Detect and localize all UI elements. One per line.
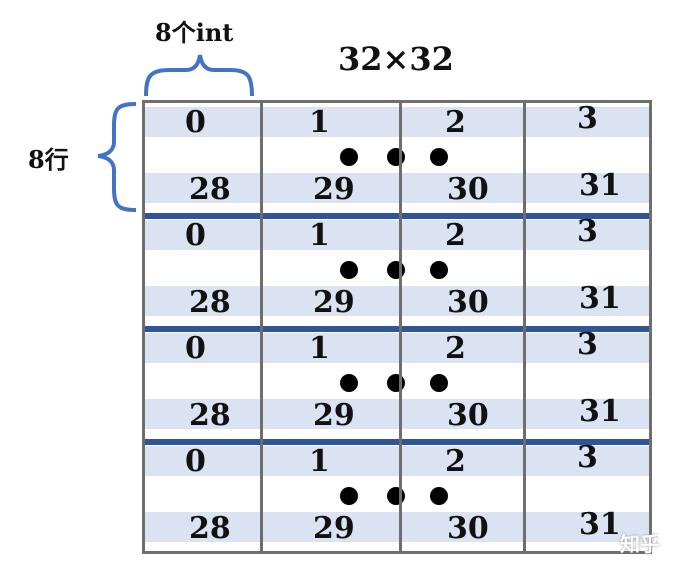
ellipsis-dot-icon: [430, 148, 448, 166]
cell-index: 28: [189, 172, 231, 207]
cell-index: 1: [309, 331, 330, 366]
cell-index: 2: [445, 218, 466, 253]
cell-index: 3: [577, 440, 598, 475]
row-brace-icon: [97, 102, 137, 212]
ellipsis-dot-icon: [340, 487, 358, 505]
cell-index: 0: [185, 105, 206, 140]
cell-index: 1: [309, 105, 330, 140]
cell-index: 3: [577, 214, 598, 249]
ellipsis-dot-icon: [430, 374, 448, 392]
cell-index: 0: [185, 331, 206, 366]
first-row-stripe: [145, 333, 649, 363]
cell-index: 31: [579, 281, 621, 316]
column-divider: [399, 103, 402, 551]
cell-index: 3: [577, 101, 598, 136]
ellipsis-dot-icon: [340, 261, 358, 279]
first-row-stripe: [145, 446, 649, 476]
cell-index: 28: [189, 511, 231, 546]
ellipsis-dot-icon: [387, 261, 405, 279]
cell-index: 31: [579, 168, 621, 203]
cell-index: 0: [185, 218, 206, 253]
block-separator: [145, 326, 649, 332]
cell-index: 2: [445, 331, 466, 366]
column-width-label: 8个int: [155, 18, 234, 47]
ellipsis-dot-icon: [430, 487, 448, 505]
cell-index: 2: [445, 105, 466, 140]
last-row-stripe: [145, 512, 649, 542]
cell-index: 29: [313, 172, 355, 207]
cell-index: 30: [447, 172, 489, 207]
cell-index: 30: [447, 398, 489, 433]
last-row-stripe: [145, 173, 649, 203]
cell-index: 28: [189, 285, 231, 320]
block-separator: [145, 439, 649, 445]
cell-index: 30: [447, 285, 489, 320]
ellipsis-dot-icon: [430, 261, 448, 279]
ellipsis-dot-icon: [387, 487, 405, 505]
diagram-title: 32×32: [338, 40, 454, 78]
cell-index: 0: [185, 444, 206, 479]
cell-index: 31: [579, 507, 621, 542]
cell-index: 1: [309, 444, 330, 479]
cell-index: 29: [313, 511, 355, 546]
cell-index: 3: [577, 327, 598, 362]
ellipsis-dot-icon: [387, 374, 405, 392]
ellipsis-dot-icon: [340, 148, 358, 166]
ellipsis-dot-icon: [387, 148, 405, 166]
cell-index: 28: [189, 398, 231, 433]
cell-index: 29: [313, 285, 355, 320]
cell-index: 30: [447, 511, 489, 546]
ellipsis-dot-icon: [340, 374, 358, 392]
column-brace-icon: [144, 54, 254, 97]
cell-index: 31: [579, 394, 621, 429]
row-height-label: 8行: [28, 145, 69, 174]
matrix-grid: 0 1 2 3 28 29 30 31 0 1 2 3 28 29 30 31 0 1 2 3 28 29 30 31 0 1 2 3…: [142, 100, 652, 554]
last-row-stripe: [145, 286, 649, 316]
first-row-stripe: [145, 220, 649, 250]
watermark: 知乎: [620, 532, 660, 556]
column-divider: [523, 103, 526, 551]
cell-index: 2: [445, 444, 466, 479]
cell-index: 1: [309, 218, 330, 253]
last-row-stripe: [145, 399, 649, 429]
block-separator: [145, 213, 649, 219]
first-row-stripe: [145, 107, 649, 137]
cell-index: 29: [313, 398, 355, 433]
column-divider: [260, 103, 263, 551]
